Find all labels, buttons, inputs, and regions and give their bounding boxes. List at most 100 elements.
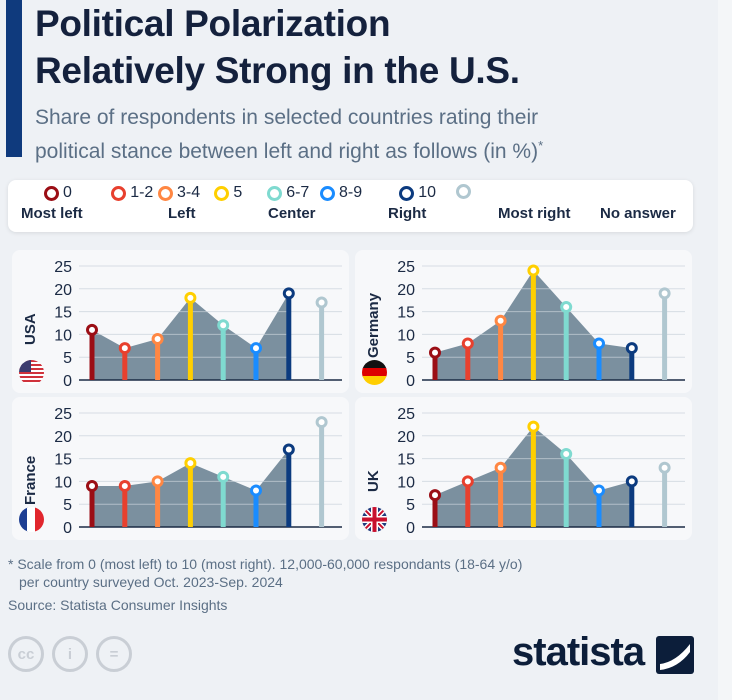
flag-usa-icon (19, 360, 44, 385)
statista-logo[interactable]: statista (512, 630, 645, 674)
legend-item: 6-7 (267, 184, 309, 202)
legend-group-label: Most right (498, 205, 571, 222)
y-tick-label: 0 (406, 520, 415, 537)
right-edge (718, 0, 732, 700)
accent-bar (6, 0, 22, 157)
legend-marker-icon (455, 184, 471, 199)
legend-marker-icon (44, 185, 59, 201)
data-point (151, 332, 164, 345)
data-point (658, 461, 671, 474)
flag-germany-icon (362, 360, 387, 385)
legend-label: 1-2 (130, 184, 154, 201)
y-tick-label: 5 (63, 497, 72, 514)
legend-marker-icon (399, 185, 415, 201)
data-point (593, 484, 605, 497)
data-point (184, 291, 197, 304)
y-tick-label: 10 (54, 327, 72, 344)
data-point (461, 475, 474, 488)
data-point (429, 489, 441, 502)
flag-france-icon (19, 507, 44, 532)
data-point (625, 342, 638, 355)
data-point (184, 457, 197, 470)
panel-uk: 0 5 10 15 20 25 UK (355, 397, 692, 540)
data-point (593, 337, 605, 350)
subtitle: Share of respondents in selected countri… (35, 104, 715, 166)
legend-marker-icon (320, 185, 335, 201)
cc-license-icon[interactable]: cc (8, 636, 44, 672)
data-point (461, 337, 474, 350)
data-point (86, 479, 98, 492)
legend-group-label: Most left (21, 205, 83, 222)
y-tick-label: 20 (54, 282, 72, 299)
page-title: Political Polarization Relatively Strong… (35, 0, 520, 94)
legend-item: 1-2 (111, 184, 153, 202)
legend-item (455, 184, 475, 199)
legend-label: 8-9 (339, 184, 363, 201)
y-tick-label: 15 (397, 452, 415, 469)
legend-marker-icon (214, 185, 230, 201)
y-tick-label: 5 (406, 497, 415, 514)
y-tick-label: 20 (397, 282, 415, 299)
legend-group-label: No answer (600, 205, 676, 222)
title-line-2: Relatively Strong in the U.S. (35, 50, 520, 91)
data-point (217, 470, 230, 483)
legend-label: 5 (233, 184, 243, 201)
statista-logo-mark (656, 636, 694, 674)
legend-marker-icon (158, 185, 173, 201)
footnote-mark: * (538, 138, 544, 153)
data-point (118, 342, 131, 355)
y-tick-label: 15 (54, 305, 72, 322)
panel-france: 0 5 10 15 20 25 France (12, 397, 349, 540)
y-tick-label: 0 (63, 520, 72, 537)
chart-svg: 0 5 10 15 20 25 (54, 406, 342, 537)
data-point (625, 475, 638, 488)
data-point (86, 323, 98, 336)
legend-label: 10 (418, 184, 436, 201)
data-point (250, 484, 262, 497)
flag-uk-icon (362, 507, 387, 532)
y-tick-label: 0 (63, 373, 72, 390)
data-point (315, 416, 328, 429)
data-point (282, 287, 295, 300)
data-point (560, 301, 573, 314)
subtitle-line-2: political stance between left and right … (35, 140, 539, 163)
data-point (527, 264, 540, 277)
country-label: France (22, 455, 39, 505)
data-point (527, 420, 540, 433)
title-line-1: Political Polarization (35, 3, 391, 44)
data-point (282, 443, 295, 456)
legend-item: 10 (399, 184, 436, 202)
data-point (250, 342, 262, 355)
legend-label: 6-7 (286, 184, 310, 201)
legend-group-label: Left (168, 205, 196, 222)
y-tick-label: 5 (63, 350, 72, 367)
data-point (658, 287, 671, 300)
panel-usa: 0 5 10 15 20 25 USA (12, 250, 349, 393)
legend-label: 3-4 (177, 184, 201, 201)
data-point (560, 448, 573, 461)
subtitle-line-1: Share of respondents in selected countri… (35, 106, 539, 129)
data-point (217, 319, 230, 332)
data-point (494, 314, 507, 327)
attribution-icon[interactable]: i (52, 636, 88, 672)
y-tick-label: 20 (54, 429, 72, 446)
y-tick-label: 25 (397, 259, 415, 276)
legend-marker-icon (267, 185, 283, 201)
country-label: Germany (365, 292, 382, 358)
y-tick-label: 15 (54, 452, 72, 469)
country-label: UK (365, 470, 382, 492)
y-tick-label: 5 (406, 350, 415, 367)
source: Source: Statista Consumer Insights (8, 597, 228, 613)
legend-group-label: Right (388, 205, 427, 222)
data-point (118, 479, 131, 492)
chart-svg: 0 5 10 15 20 25 (397, 406, 685, 537)
y-tick-label: 15 (397, 305, 415, 322)
chart-svg: 0 5 10 15 20 25 (397, 259, 685, 390)
y-tick-label: 25 (54, 406, 72, 423)
legend-item: 3-4 (158, 184, 200, 202)
data-point (494, 461, 507, 474)
no-derivatives-icon[interactable]: = (96, 636, 132, 672)
data-point (429, 346, 441, 359)
y-tick-label: 25 (54, 259, 72, 276)
y-tick-label: 10 (54, 474, 72, 491)
